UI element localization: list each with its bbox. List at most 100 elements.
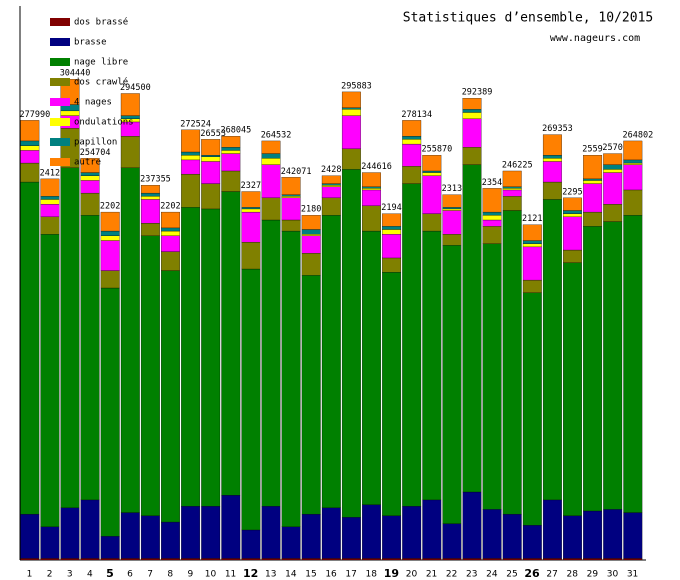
- total-label: 254704: [80, 148, 111, 158]
- bar-segment: [402, 506, 422, 559]
- bar-segment: [261, 558, 281, 561]
- bar-segment: [20, 558, 40, 561]
- bar-segment: [422, 499, 442, 559]
- bar-segment: [542, 558, 562, 561]
- bar-segment: [422, 172, 442, 176]
- bar-segment: [120, 93, 140, 116]
- bar-segment: [623, 164, 643, 191]
- bar-segment: [201, 155, 221, 157]
- x-tick-label: 14: [285, 570, 297, 580]
- legend-swatch: [50, 18, 70, 26]
- bar-segment: [80, 158, 100, 173]
- x-tick-label: 19: [384, 567, 399, 580]
- bar-segment: [321, 197, 341, 216]
- legend-label: nage libre: [74, 58, 128, 68]
- bar-segment: [301, 513, 321, 559]
- bar-segment: [201, 156, 221, 162]
- bar-segment: [40, 196, 60, 200]
- bar-segment: [623, 512, 643, 559]
- bar-segment: [382, 515, 402, 559]
- bar-segment: [542, 181, 562, 200]
- bar-segment: [341, 148, 361, 170]
- x-tick-label: 15: [305, 570, 316, 580]
- x-tick-label: 23: [466, 570, 477, 580]
- bar-segment: [181, 173, 201, 208]
- x-tick-label: 8: [167, 570, 173, 580]
- bar-segment: [221, 153, 241, 172]
- bar-segment: [583, 155, 603, 180]
- total-label: 304440: [60, 69, 91, 79]
- bar-segment: [422, 170, 442, 173]
- bar-segment: [281, 197, 301, 221]
- total-label: 2202: [100, 202, 120, 212]
- bar-segment: [20, 140, 40, 146]
- bar-segment: [40, 216, 60, 235]
- bar-segment: [140, 185, 160, 194]
- bar-segment: [321, 185, 341, 187]
- bar-segment: [321, 558, 341, 561]
- bar-segment: [502, 186, 522, 189]
- bar-segment: [241, 207, 261, 210]
- bar-segment: [161, 235, 180, 252]
- bar-segment: [181, 159, 201, 175]
- bar-segment: [181, 558, 201, 561]
- bar-segment: [341, 109, 361, 116]
- bar-segment: [100, 230, 120, 236]
- bar-segment: [462, 109, 482, 113]
- bar-segment: [261, 140, 281, 154]
- total-label: 237355: [140, 175, 171, 185]
- bar-segment: [462, 164, 482, 493]
- bar-segment: [221, 136, 241, 148]
- legend-swatch: [50, 138, 70, 146]
- bar-segment: [341, 558, 361, 561]
- bar-segment: [120, 558, 140, 561]
- bar-segment: [422, 213, 442, 232]
- bar-segment: [221, 558, 241, 561]
- x-tick-label: 25: [506, 570, 517, 580]
- bar-segment: [241, 191, 261, 208]
- x-tick-label: 7: [147, 570, 153, 580]
- bar-segment: [321, 175, 341, 184]
- bar-segment: [362, 188, 381, 191]
- bar-segment: [241, 208, 261, 213]
- bar-segment: [462, 491, 482, 559]
- bar-segment: [362, 186, 381, 189]
- bar-segment: [181, 129, 201, 153]
- legend-label: brasse: [74, 38, 107, 48]
- total-label: 2121: [522, 214, 542, 224]
- bar-segment: [502, 189, 522, 197]
- bar-segment: [442, 194, 462, 208]
- bar-segment: [261, 197, 281, 221]
- bar-segment: [221, 191, 241, 496]
- x-tick-label: 24: [486, 570, 498, 580]
- bar-segment: [140, 199, 160, 224]
- bar-segment: [623, 189, 643, 216]
- bar-segment: [522, 224, 542, 241]
- bar-segment: [583, 510, 603, 559]
- bar-segment: [281, 230, 301, 527]
- x-tick-label: 27: [546, 570, 557, 580]
- bar-segment: [563, 210, 582, 214]
- bar-segment: [542, 161, 562, 183]
- bar-segment: [462, 558, 482, 561]
- bar-segment: [161, 251, 180, 271]
- bar-segment: [181, 155, 201, 161]
- bar-segment: [100, 287, 120, 537]
- bar-segment: [221, 150, 241, 154]
- bar-segment: [522, 243, 542, 248]
- bar-segment: [603, 509, 623, 559]
- legend-swatch: [50, 98, 70, 106]
- x-tick-label: 3: [67, 570, 73, 580]
- bar-segment: [201, 161, 221, 184]
- bar-segment: [60, 110, 80, 116]
- bar-segment: [281, 177, 301, 195]
- bar-segment: [20, 513, 40, 559]
- total-label: 2412: [40, 168, 60, 178]
- bar-segment: [462, 147, 482, 165]
- bar-segment: [140, 515, 160, 559]
- bar-segment: [583, 183, 603, 213]
- total-label: 244616: [361, 162, 392, 172]
- bar-segment: [422, 175, 442, 214]
- bar-segment: [522, 558, 542, 561]
